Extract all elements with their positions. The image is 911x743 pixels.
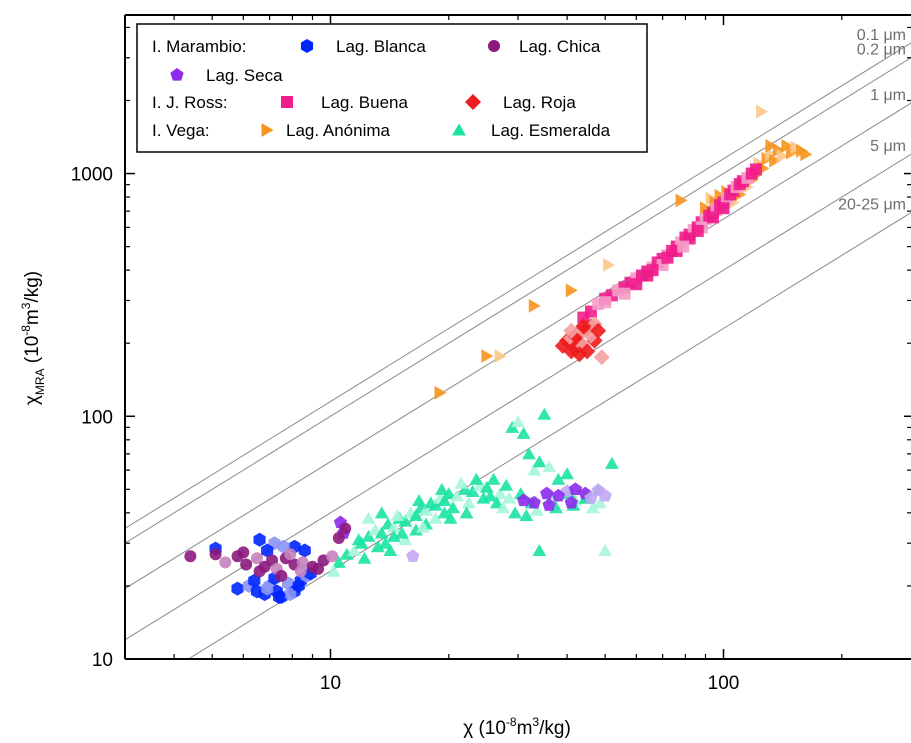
guide-line-label: 5 μm	[870, 138, 906, 155]
data-point	[594, 349, 610, 365]
data-points	[184, 105, 812, 604]
data-point	[598, 544, 612, 556]
data-point	[661, 252, 673, 264]
data-point	[630, 278, 642, 290]
legend-entry-label: Lag. Blanca	[336, 37, 426, 56]
data-point	[750, 163, 762, 175]
data-point	[529, 299, 541, 313]
data-point	[605, 457, 619, 469]
data-point	[599, 296, 611, 308]
x-tick-label: 100	[708, 673, 740, 694]
data-point	[219, 556, 231, 568]
legend: I. Marambio: Lag. Blanca Lag. Chica Lag. Se…	[137, 24, 647, 152]
data-point	[240, 559, 252, 571]
data-point	[254, 565, 266, 577]
data-point	[522, 447, 536, 459]
data-point	[210, 548, 222, 560]
legend-group-label: I. J. Ross:	[152, 93, 228, 112]
data-point	[454, 477, 468, 489]
data-point	[435, 483, 449, 495]
data-point	[231, 582, 243, 596]
data-point	[184, 550, 196, 562]
data-point	[312, 563, 324, 575]
legend-marker	[281, 96, 293, 108]
data-point	[254, 533, 266, 547]
data-point	[676, 193, 688, 207]
data-point	[339, 522, 351, 534]
data-point	[469, 473, 483, 485]
data-point	[677, 241, 689, 253]
y-axis-title: χMRA (10-8m3/kg)	[19, 271, 47, 405]
y-tick-label: 10	[92, 650, 113, 671]
y-tick-label: 100	[81, 407, 113, 428]
data-point	[537, 408, 551, 420]
data-point	[362, 512, 376, 524]
data-point	[406, 549, 419, 562]
data-point	[532, 544, 546, 556]
legend-marker	[488, 40, 500, 52]
data-point	[511, 415, 525, 427]
legend-entry-label: Lag. Seca	[206, 66, 283, 85]
x-axis-title: χ (10-8m3/kg)	[463, 715, 571, 739]
data-point	[647, 264, 659, 276]
data-point	[566, 283, 578, 297]
data-point	[540, 487, 553, 500]
data-point	[619, 288, 631, 300]
data-point	[528, 496, 541, 509]
legend-group-label: I. Vega:	[152, 121, 210, 140]
data-point	[517, 427, 531, 439]
data-point	[499, 479, 513, 491]
data-point	[495, 349, 507, 363]
x-tick-label: 10	[320, 673, 341, 694]
data-point	[756, 105, 768, 119]
data-point	[508, 506, 522, 518]
data-point	[462, 496, 476, 508]
data-point	[800, 147, 812, 161]
data-point	[390, 509, 404, 521]
guide-line-label: 20-25 μm	[838, 196, 906, 213]
data-point	[560, 467, 574, 479]
data-point	[284, 548, 296, 560]
data-point	[707, 211, 719, 223]
data-point	[237, 546, 249, 558]
data-point	[435, 386, 447, 400]
legend-entry-label: Lag. Chica	[519, 37, 601, 56]
data-point	[481, 349, 493, 363]
data-point	[603, 258, 615, 272]
data-point	[487, 473, 501, 485]
data-point	[375, 506, 389, 518]
legend-entry-label: Lag. Esmeralda	[491, 121, 611, 140]
y-tick-label: 1000	[71, 165, 113, 186]
guide-line-label: 0.2 μm	[857, 42, 906, 59]
guide-line-labels: 0.1 μm0.2 μm 1 μm 5 μm 20-25 μm	[838, 27, 906, 214]
data-point	[275, 570, 287, 582]
data-point	[692, 225, 704, 237]
legend-entry-label: Lag. Buena	[321, 93, 409, 112]
data-point	[717, 202, 729, 214]
data-point	[326, 550, 338, 562]
legend-entry-label: Lag. Roja	[503, 93, 576, 112]
data-point	[412, 494, 426, 506]
legend-group-label: I. Marambio:	[152, 37, 246, 56]
legend-entry-label: Lag. Anónima	[286, 121, 391, 140]
data-point	[295, 565, 307, 577]
guide-line-label: 1 μm	[870, 87, 906, 104]
